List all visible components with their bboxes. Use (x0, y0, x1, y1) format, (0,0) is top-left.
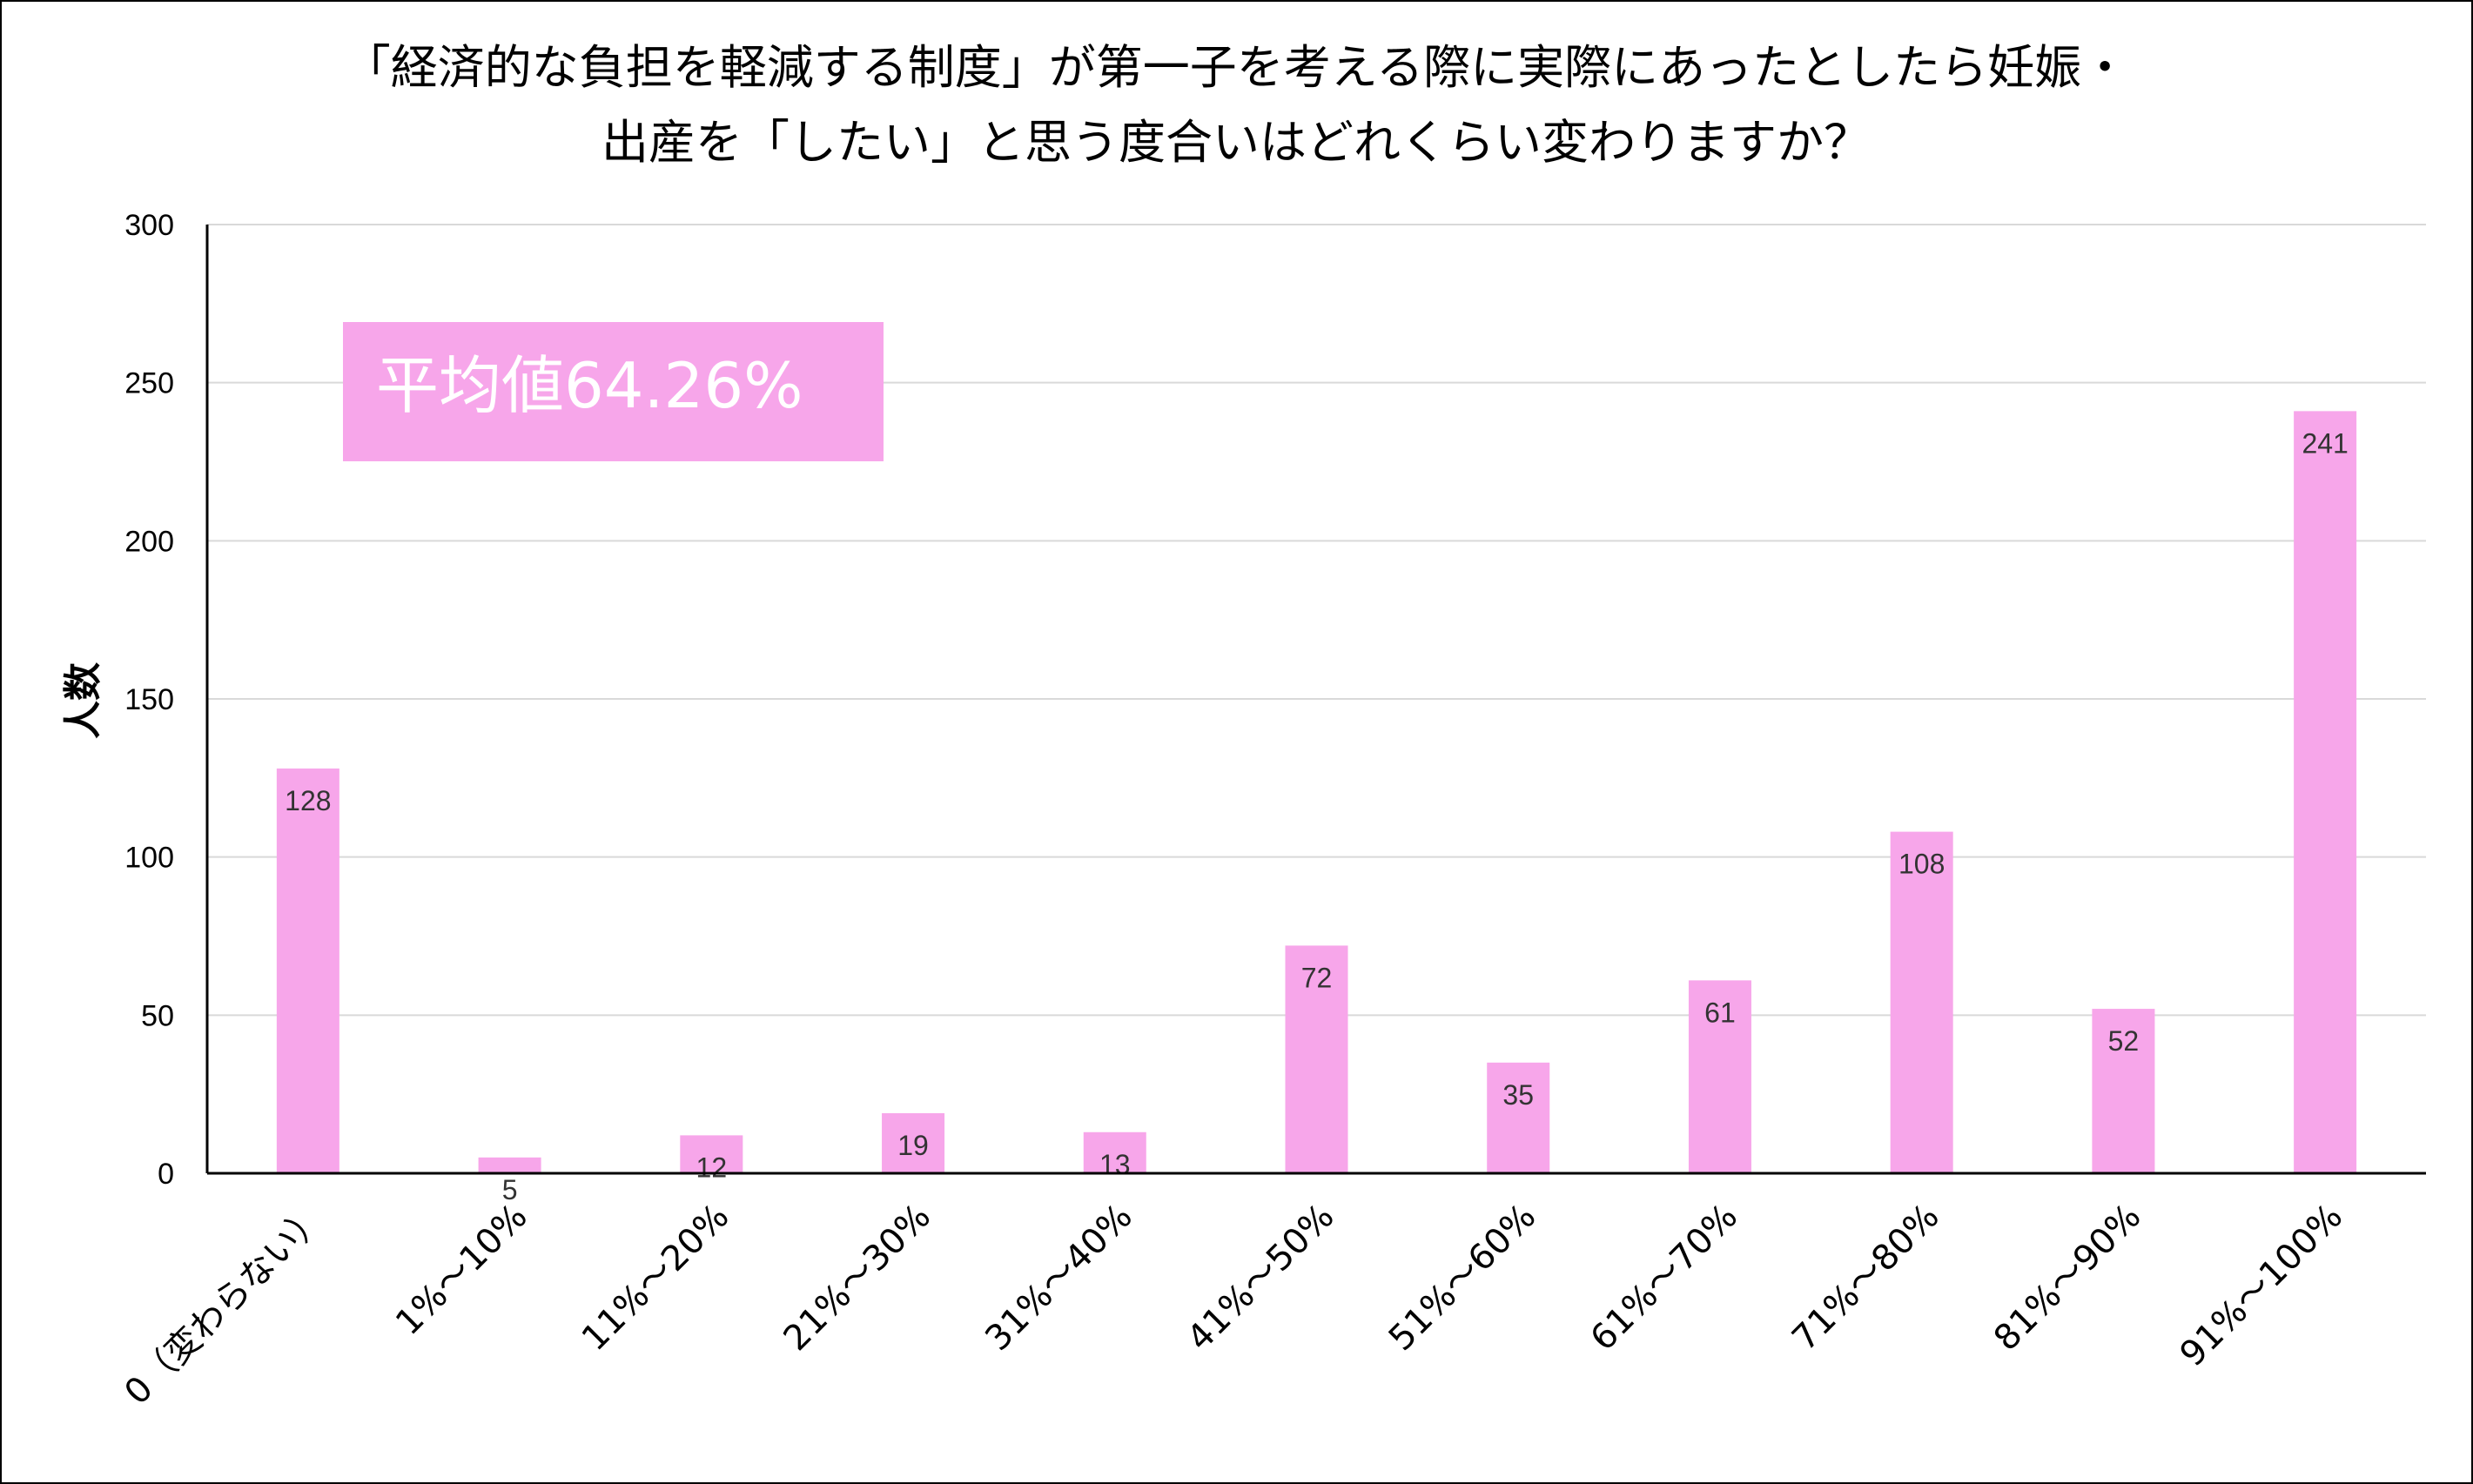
chart-title-line-1: 「経済的な負担を軽減する制度」が第一子を考える際に実際にあったとしたら妊娠・ (344, 40, 2128, 95)
x-tick-label: 91%～100% (2173, 1197, 2351, 1375)
x-tick-label: 41%～50% (1179, 1197, 1342, 1360)
data-label: 52 (2108, 1025, 2140, 1057)
bars (276, 411, 2357, 1173)
bar (680, 1135, 743, 1173)
data-label: 108 (1898, 849, 1945, 880)
y-tick-label: 150 (124, 683, 174, 716)
x-tick-label: 61%～70% (1583, 1197, 1745, 1360)
average-annotation: 平均値64.26% (343, 322, 884, 461)
y-axis-label: 人数 (61, 662, 105, 739)
y-tick-label: 50 (141, 999, 174, 1032)
bar (1285, 945, 1348, 1173)
data-label: 12 (696, 1152, 728, 1183)
x-axis-ticks: 0（変わらない） 1%～10% 11%～20% 21%～30% 31%～40% 41%～5… (117, 1197, 2350, 1413)
chart-title-line-2: 出産を「したい」と思う度合いはどれくらい変わりますか？ (601, 115, 1871, 170)
chart-title: 「経済的な負担を軽減する制度」が第一子を考える際に実際にあったとしたら妊娠・ 出… (344, 40, 2128, 170)
data-label: 72 (1301, 962, 1333, 993)
data-label: 5 (502, 1174, 518, 1205)
y-tick-label: 0 (158, 1158, 174, 1191)
average-annotation-text: 平均値64.26% (376, 349, 803, 422)
data-label: 35 (1502, 1079, 1534, 1111)
x-tick-label: 71%～80% (1784, 1197, 1947, 1360)
bar (1083, 1131, 1146, 1173)
bar (1487, 1062, 1550, 1173)
y-tick-label: 200 (124, 525, 174, 558)
x-tick-label: 11%～20% (575, 1197, 737, 1360)
y-tick-label: 100 (124, 842, 174, 875)
average-annotation-box (343, 322, 884, 461)
bar (1688, 980, 1751, 1173)
bar (2092, 1009, 2155, 1173)
bar (2294, 411, 2357, 1173)
x-tick-label: 1%～10% (388, 1197, 535, 1344)
data-label: 13 (1099, 1149, 1131, 1180)
data-label: 128 (285, 785, 331, 816)
data-label: 241 (2302, 427, 2348, 459)
x-tick-label: 51%～60% (1381, 1197, 1544, 1360)
y-axis-ticks: 0 50 100 150 200 250 300 (124, 209, 174, 1191)
data-label: 19 (897, 1130, 929, 1161)
x-tick-label: 0（変わらない） (117, 1197, 333, 1413)
y-tick-label: 250 (124, 367, 174, 400)
bar (276, 768, 339, 1173)
x-tick-label: 81%～90% (1986, 1197, 2149, 1360)
data-label: 61 (1704, 997, 1736, 1028)
bar (478, 1157, 541, 1173)
y-tick-label: 300 (124, 209, 174, 242)
x-tick-label: 31%～40% (978, 1197, 1140, 1360)
bar (1890, 831, 1953, 1173)
bar (882, 1112, 945, 1173)
data-labels: 128 5 12 19 13 72 35 61 108 52 241 (285, 427, 2349, 1205)
x-tick-label: 21%～30% (776, 1197, 939, 1360)
